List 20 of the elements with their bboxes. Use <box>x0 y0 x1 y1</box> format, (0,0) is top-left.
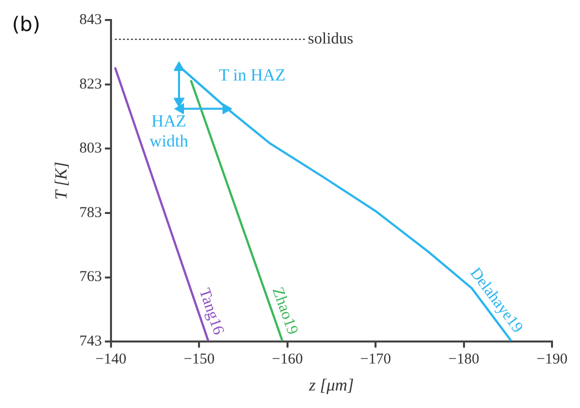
annotation: T in HAZ <box>218 65 286 84</box>
x-tick-label: −150 <box>184 352 215 368</box>
x-tick-label: −180 <box>448 352 480 368</box>
y-tick-label: 803 <box>79 140 102 157</box>
text: Zhao19 <box>268 285 302 337</box>
x-tick-label: −190 <box>536 352 568 368</box>
text: Tang16 <box>195 286 227 337</box>
x-axis-title: z [μm] <box>308 375 354 394</box>
y-tick-label: 783 <box>79 204 102 221</box>
y-tick-label: 843 <box>79 12 102 28</box>
x-tick-label: −140 <box>95 352 126 368</box>
y-tick-label: 763 <box>79 269 102 286</box>
text: (b) <box>12 12 40 36</box>
y-tick-label: 743 <box>79 334 102 350</box>
ref-line-label: solidus <box>308 30 354 48</box>
y-tick-label: 823 <box>79 76 102 92</box>
annotation: HAZ width <box>149 111 189 150</box>
x-tick-label: −170 <box>360 352 392 368</box>
y-axis-title: T [K] <box>52 162 71 200</box>
x-tick-label: −160 <box>272 352 303 368</box>
